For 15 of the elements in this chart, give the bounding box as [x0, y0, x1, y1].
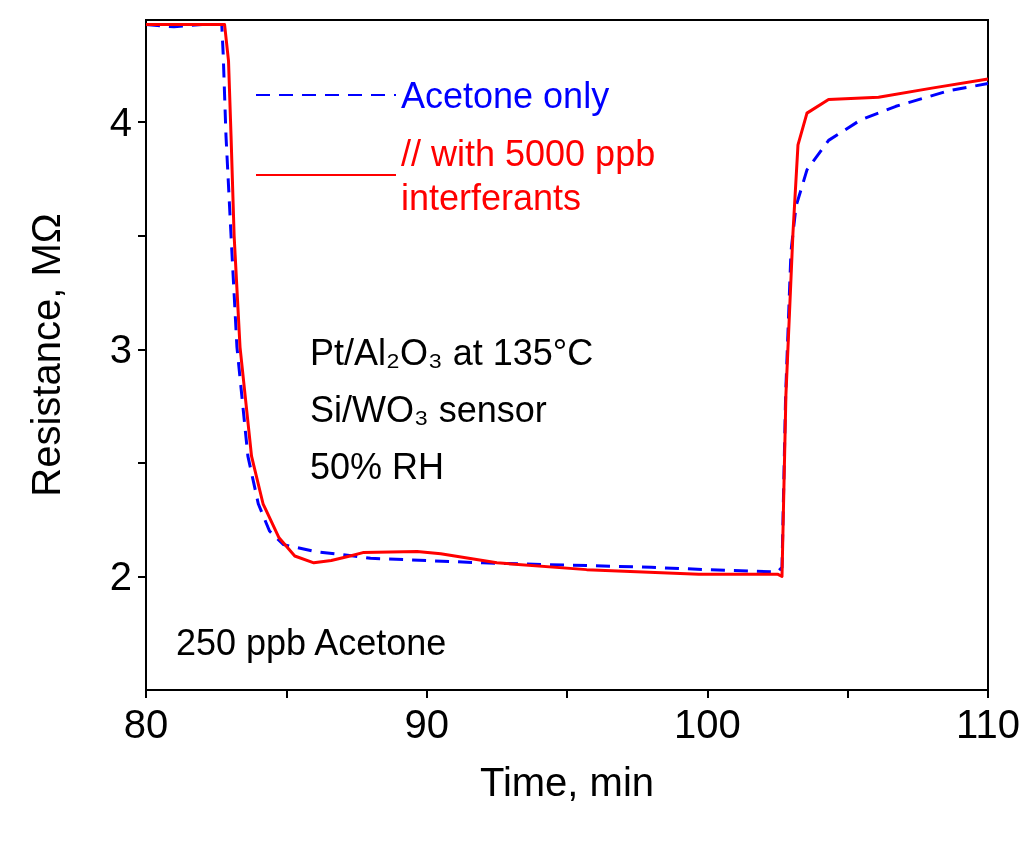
legend-label: // with 5000 ppb interferants: [401, 132, 666, 218]
annotation: Pt/Al₂O₃ at 135°C: [310, 331, 594, 373]
y-axis-title: Resistance, MΩ: [24, 213, 68, 497]
y-tick-label: 2: [109, 554, 132, 599]
y-tick-label: 3: [109, 327, 132, 372]
annotation: 50% RH: [310, 445, 445, 487]
x-tick-label: 110: [956, 702, 1020, 746]
annotation: 250 ppb Acetone: [176, 621, 447, 663]
annotation: Si/WO₃ sensor: [310, 388, 547, 430]
x-tick-label: 80: [123, 702, 169, 746]
x-axis-title: Time, min: [479, 760, 655, 804]
x-tick-label: 100: [673, 702, 741, 746]
y-tick-label: 4: [109, 100, 132, 145]
x-tick-label: 90: [404, 702, 449, 746]
legend-label: Acetone only: [401, 74, 610, 116]
